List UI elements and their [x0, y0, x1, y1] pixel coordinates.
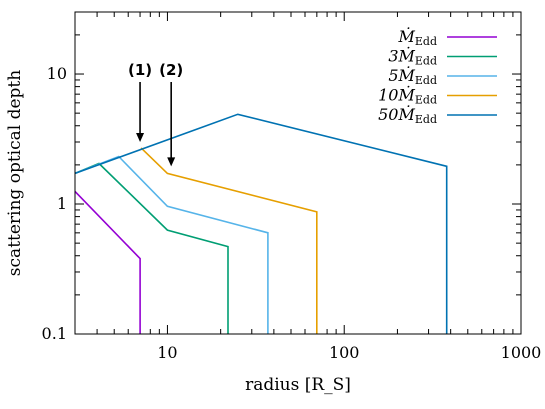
legend-entry-2: 3ṀEdd — [388, 46, 437, 68]
legend-entry-1: ṀEdd — [397, 26, 437, 48]
x-tick-label: 10 — [157, 343, 177, 362]
plot-frame — [74, 11, 522, 335]
annotation-label-1: (1) — [128, 61, 152, 79]
y-tick-label: 0.1 — [42, 324, 67, 343]
series-line-3 — [74, 155, 269, 334]
legend-entry-4: 10ṀEdd — [378, 85, 437, 107]
annotation-arrowhead-1 — [136, 132, 145, 142]
series-line-4 — [140, 147, 318, 334]
series-line-1 — [74, 190, 141, 334]
series-line-5 — [74, 113, 448, 334]
legend-entry-3: 5ṀEdd — [388, 65, 437, 87]
annotation-arrowhead-2 — [167, 157, 176, 167]
x-tick-label: 1000 — [501, 343, 542, 362]
legend-entry-5: 50ṀEdd — [378, 104, 437, 126]
y-axis-label: scattering optical depth — [5, 70, 25, 276]
y-tick-label: 1 — [57, 194, 67, 213]
annotation-label-2: (2) — [159, 61, 183, 79]
x-tick-label: 100 — [329, 343, 360, 362]
y-tick-label: 10 — [47, 64, 67, 83]
x-axis-label: radius [R_S] — [245, 375, 351, 395]
